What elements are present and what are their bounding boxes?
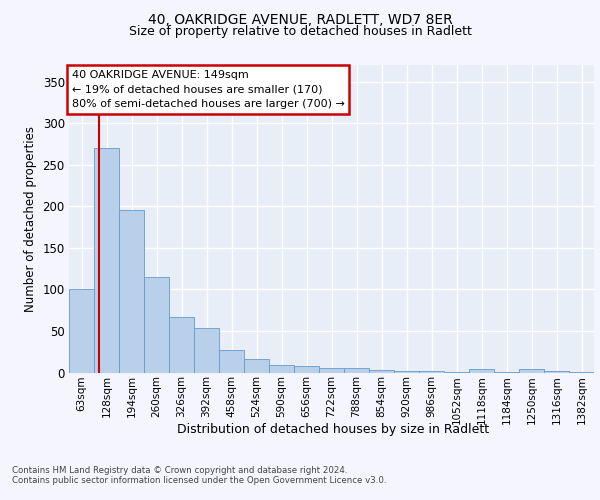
- Bar: [244, 359, 269, 372]
- Bar: [469, 369, 494, 372]
- Bar: [220, 350, 244, 372]
- Text: Distribution of detached houses by size in Radlett: Distribution of detached houses by size …: [177, 422, 489, 436]
- Bar: [145, 277, 169, 372]
- Bar: [295, 366, 319, 372]
- Text: Contains public sector information licensed under the Open Government Licence v3: Contains public sector information licen…: [12, 476, 386, 485]
- Bar: [319, 368, 344, 372]
- Text: 40, OAKRIDGE AVENUE, RADLETT, WD7 8ER: 40, OAKRIDGE AVENUE, RADLETT, WD7 8ER: [148, 12, 452, 26]
- Y-axis label: Number of detached properties: Number of detached properties: [24, 126, 37, 312]
- Bar: [269, 365, 293, 372]
- Bar: [419, 371, 443, 372]
- Bar: [169, 317, 194, 372]
- Bar: [394, 371, 419, 372]
- Bar: [370, 370, 394, 372]
- Bar: [94, 148, 119, 372]
- Bar: [70, 290, 94, 372]
- Text: 40 OAKRIDGE AVENUE: 149sqm
← 19% of detached houses are smaller (170)
80% of sem: 40 OAKRIDGE AVENUE: 149sqm ← 19% of deta…: [71, 70, 344, 109]
- Bar: [344, 368, 368, 372]
- Bar: [544, 371, 569, 372]
- Bar: [520, 369, 544, 372]
- Bar: [194, 328, 218, 372]
- Text: Contains HM Land Registry data © Crown copyright and database right 2024.: Contains HM Land Registry data © Crown c…: [12, 466, 347, 475]
- Bar: [119, 210, 143, 372]
- Text: Size of property relative to detached houses in Radlett: Size of property relative to detached ho…: [128, 25, 472, 38]
